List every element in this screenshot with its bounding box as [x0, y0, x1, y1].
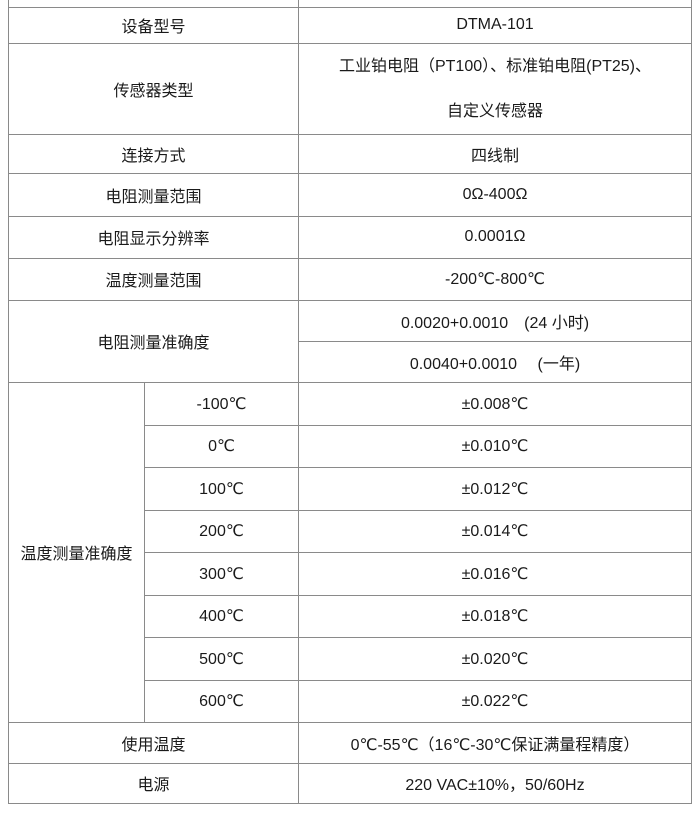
- temp-point: 0℃: [144, 424, 299, 468]
- table-row-temp-accuracy-7: 500℃ ±0.020℃: [9, 636, 692, 681]
- spec-table: 设备型号 DTMA-101 传感器类型 工业铂电阻（PT100）、标准铂电阻(P…: [8, 0, 692, 804]
- resistance-range-label: 电阻测量范围: [8, 172, 299, 217]
- table-row-temp-accuracy-1: 温度测量准确度 -100℃ ±0.008℃: [8, 381, 692, 723]
- operating-temperature-value: 0℃-55℃（16℃-30℃保证满量程精度）: [298, 721, 692, 764]
- device-model-value: DTMA-101: [298, 6, 692, 44]
- table-row-temp-accuracy-6: 400℃ ±0.018℃: [9, 594, 692, 638]
- temp-accuracy-value: ±0.010℃: [298, 424, 692, 468]
- temp-accuracy-value: ±0.012℃: [298, 466, 692, 511]
- table-row-temp-accuracy-4: 200℃ ±0.014℃: [9, 509, 692, 553]
- resistance-accuracy-label: 电阻测量准确度: [8, 299, 299, 383]
- table-row-resistance-accuracy-2: 0.0040+0.0010 (一年): [9, 340, 692, 383]
- temp-point: 500℃: [144, 636, 299, 681]
- table-row-operating-temperature: 使用温度 0℃-55℃（16℃-30℃保证满量程精度）: [8, 721, 692, 764]
- resistance-resolution-label: 电阻显示分辨率: [8, 215, 299, 259]
- table-row-resistance-resolution: 电阻显示分辨率 0.0001Ω: [8, 215, 692, 259]
- table-row-temperature-range: 温度测量范围 -200℃-800℃: [8, 257, 692, 301]
- resistance-range-value: 0Ω-400Ω: [298, 172, 692, 217]
- table-row-temp-accuracy-3: 100℃ ±0.012℃: [9, 466, 692, 511]
- temp-point: 100℃: [144, 466, 299, 511]
- power-value: 220 VAC±10%，50/60Hz: [298, 762, 692, 804]
- temp-point: 400℃: [144, 594, 299, 638]
- table-row-temp-accuracy-8: 600℃ ±0.022℃: [9, 679, 692, 723]
- resistance-resolution-value: 0.0001Ω: [298, 215, 692, 259]
- operating-temperature-label: 使用温度: [8, 721, 299, 764]
- sensor-type-value-line1: 工业铂电阻（PT100）、标准铂电阻(PT25)、: [338, 57, 652, 75]
- table-row-resistance-range: 电阻测量范围 0Ω-400Ω: [8, 172, 692, 217]
- table-row-device-model: 设备型号 DTMA-101: [8, 6, 692, 44]
- device-model-label: 设备型号: [8, 6, 299, 44]
- temp-accuracy-value: ±0.018℃: [298, 594, 692, 638]
- temp-accuracy-value: ±0.016℃: [298, 551, 692, 596]
- temperature-range-value: -200℃-800℃: [298, 257, 692, 301]
- resistance-accuracy-value-24h: 0.0020+0.0010 (24 小时): [298, 299, 692, 342]
- sensor-type-value: 工业铂电阻（PT100）、标准铂电阻(PT25)、 自定义传感器: [298, 42, 692, 135]
- table-row-sensor-type: 传感器类型 工业铂电阻（PT100）、标准铂电阻(PT25)、 自定义传感器: [8, 42, 692, 135]
- temp-accuracy-value: ±0.022℃: [298, 679, 692, 723]
- temp-point: -100℃: [144, 381, 299, 426]
- table-row-partial: [8, 0, 692, 8]
- temperature-range-label: 温度测量范围: [8, 257, 299, 301]
- temp-accuracy-value: ±0.014℃: [298, 509, 692, 553]
- table-row-resistance-accuracy-1: 电阻测量准确度 0.0020+0.0010 (24 小时): [8, 299, 692, 383]
- partial-label-cell: [8, 0, 299, 8]
- sensor-type-value-line2: 自定义传感器: [446, 102, 543, 120]
- temp-point: 600℃: [144, 679, 299, 723]
- temp-point: 300℃: [144, 551, 299, 596]
- temp-accuracy-value: ±0.020℃: [298, 636, 692, 681]
- partial-value-cell: [298, 0, 692, 8]
- temp-accuracy-value: ±0.008℃: [298, 381, 692, 426]
- power-label: 电源: [8, 762, 299, 804]
- connection-value: 四线制: [298, 133, 692, 174]
- resistance-accuracy-value-1yr: 0.0040+0.0010 (一年): [298, 340, 692, 383]
- sensor-type-label: 传感器类型: [8, 42, 299, 135]
- temperature-accuracy-label: 温度测量准确度: [8, 381, 145, 723]
- connection-label: 连接方式: [8, 133, 299, 174]
- table-row-temp-accuracy-5: 300℃ ±0.016℃: [9, 551, 692, 596]
- table-row-power: 电源 220 VAC±10%，50/60Hz: [8, 762, 692, 804]
- temp-point: 200℃: [144, 509, 299, 553]
- table-row-connection: 连接方式 四线制: [8, 133, 692, 174]
